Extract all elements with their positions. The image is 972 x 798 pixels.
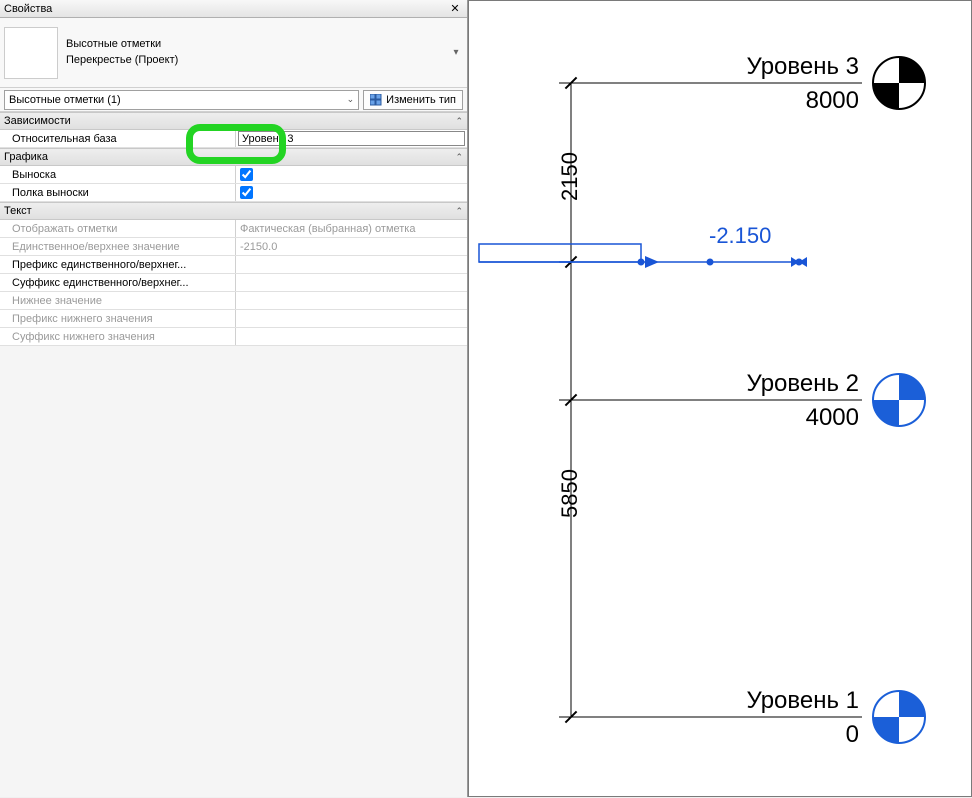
- prop-label: Выноска: [0, 166, 236, 183]
- chevron-down-icon[interactable]: ▾: [449, 47, 463, 58]
- prop-label: Префикс единственного/верхнег...: [0, 256, 236, 273]
- drawing-svg: [469, 1, 972, 798]
- prop-label: Относительная база: [0, 130, 236, 147]
- prop-label: Префикс нижнего значения: [0, 310, 236, 327]
- group-title: Графика: [4, 151, 48, 163]
- collapse-icon: ⌃: [455, 206, 463, 217]
- prop-row-leader-shoulder: Полка выноски: [0, 184, 467, 202]
- prop-value[interactable]: [236, 274, 467, 291]
- prop-value: [236, 292, 467, 309]
- group-header-graphics[interactable]: Графика ⌃: [0, 148, 467, 166]
- edit-type-icon: [370, 94, 382, 106]
- prop-row-relative-base: Относительная база Уровень 3: [0, 130, 467, 148]
- drawing-canvas[interactable]: Уровень 3 8000 Уровень 2 4000 Уровень 1 0 2150…: [468, 0, 972, 797]
- dimension-value: 5850: [557, 469, 583, 518]
- instance-row: Высотные отметки (1) ⌄ Изменить тип: [0, 88, 467, 112]
- type-selector[interactable]: Высотные отметки Перекрестье (Проект) ▾: [0, 18, 467, 88]
- prop-row-suffix-upper: Суффикс единственного/верхнег...: [0, 274, 467, 292]
- panel-titlebar: Свойства ✕: [0, 0, 467, 18]
- edit-type-button[interactable]: Изменить тип: [363, 90, 463, 110]
- type-name-label: Перекрестье (Проект): [66, 53, 449, 68]
- instance-filter-label: Высотные отметки (1): [9, 94, 121, 106]
- chevron-down-icon: ⌄: [347, 94, 355, 105]
- level-name: Уровень 1: [747, 689, 859, 713]
- prop-row-display-elev: Отображать отметки Фактическая (выбранна…: [0, 220, 467, 238]
- collapse-icon: ⌃: [455, 152, 463, 163]
- type-thumbnail: [4, 27, 58, 79]
- level-elevation: 8000: [806, 89, 859, 113]
- prop-value[interactable]: [236, 256, 467, 273]
- collapse-icon: ⌃: [455, 116, 463, 127]
- prop-row-leader: Выноска: [0, 166, 467, 184]
- properties-panel: Свойства ✕ Высотные отметки Перекрестье …: [0, 0, 468, 797]
- prop-label: Нижнее значение: [0, 292, 236, 309]
- prop-value[interactable]: [236, 184, 467, 201]
- instance-filter-select[interactable]: Высотные отметки (1) ⌄: [4, 90, 359, 110]
- prop-value[interactable]: Уровень 3: [236, 130, 467, 147]
- prop-row-suffix-lower: Суффикс нижнего значения: [0, 328, 467, 346]
- prop-label: Единственное/верхнее значение: [0, 238, 236, 255]
- relative-base-input[interactable]: Уровень 3: [238, 131, 465, 146]
- prop-value: Фактическая (выбранная) отметка: [236, 220, 467, 237]
- prop-value: -2150.0: [236, 238, 467, 255]
- panel-title: Свойства: [4, 3, 447, 15]
- prop-value: [236, 310, 467, 327]
- prop-label: Отображать отметки: [0, 220, 236, 237]
- prop-row-prefix-upper: Префикс единственного/верхнег...: [0, 256, 467, 274]
- close-icon[interactable]: ✕: [447, 2, 463, 15]
- prop-label: Суффикс нижнего значения: [0, 328, 236, 345]
- group-header-text[interactable]: Текст ⌃: [0, 202, 467, 220]
- prop-label: Полка выноски: [0, 184, 236, 201]
- prop-value[interactable]: [236, 166, 467, 183]
- type-family-label: Высотные отметки: [66, 37, 449, 52]
- level-name: Уровень 2: [747, 372, 859, 396]
- prop-label: Суффикс единственного/верхнег...: [0, 274, 236, 291]
- group-title: Текст: [4, 205, 32, 217]
- level-name: Уровень 3: [747, 55, 859, 79]
- dimension-value: 2150: [557, 152, 583, 201]
- prop-row-prefix-lower: Префикс нижнего значения: [0, 310, 467, 328]
- spot-elevation-value[interactable]: -2.150: [709, 223, 771, 249]
- type-labels: Высотные отметки Перекрестье (Проект): [66, 37, 449, 68]
- group-title: Зависимости: [4, 115, 71, 127]
- edit-type-label: Изменить тип: [386, 94, 456, 106]
- level-elevation: 4000: [806, 406, 859, 430]
- group-header-constraints[interactable]: Зависимости ⌃: [0, 112, 467, 130]
- prop-row-lower-value: Нижнее значение: [0, 292, 467, 310]
- prop-value: [236, 328, 467, 345]
- leader-shoulder-checkbox[interactable]: [240, 186, 253, 199]
- level-elevation: 0: [846, 723, 859, 747]
- leader-checkbox[interactable]: [240, 168, 253, 181]
- prop-row-single-value: Единственное/верхнее значение -2150.0: [0, 238, 467, 256]
